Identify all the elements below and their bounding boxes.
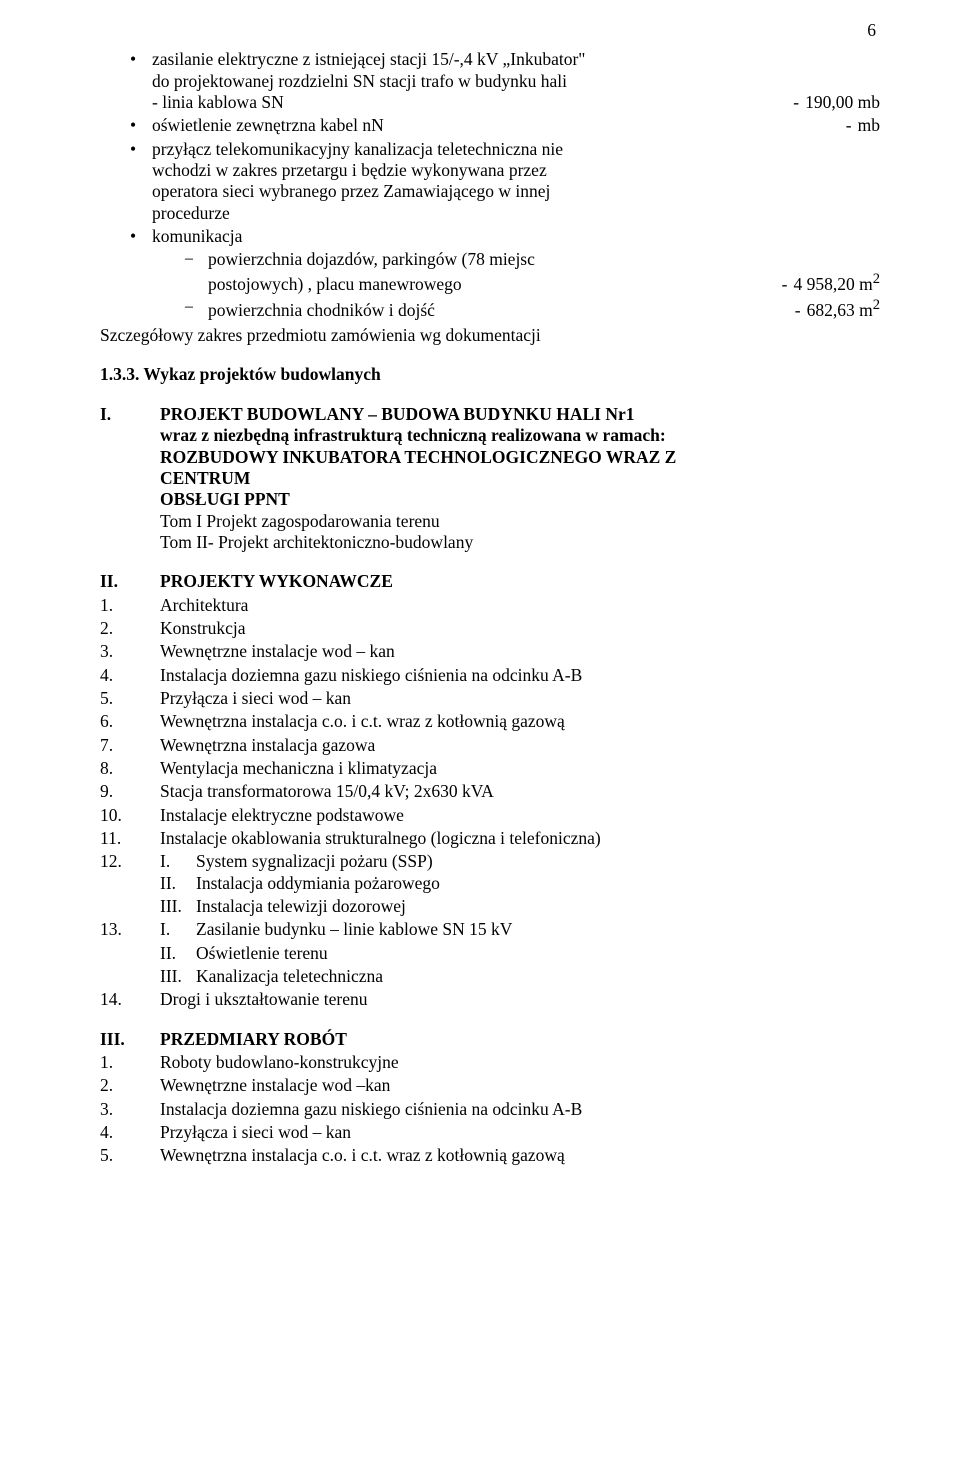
section-II-list-cont: 13. I.Zasilanie budynku – linie kablowe … <box>100 919 880 940</box>
section-III-list: 1.Roboty budowlano-konstrukcyjne 2.Wewnę… <box>100 1052 880 1167</box>
heading-line: wraz z niezbędną infrastrukturą technicz… <box>160 425 880 446</box>
heading-line: PROJEKTY WYKONAWCZE <box>160 571 880 592</box>
paragraph: Szczegółowy zakres przedmiotu zamówienia… <box>100 325 880 346</box>
heading-line: PRZEDMIARY ROBÓT <box>160 1029 880 1050</box>
text-line: powierzchnia chodników i dojść <box>208 300 435 321</box>
value: 4 958,20 m2 <box>793 271 880 295</box>
section-II-list: 1.Architektura 2.Konstrukcja 3.Wewnętrzn… <box>100 595 880 873</box>
list-item: 9.Stacja transformatorowa 15/0,4 kV; 2x6… <box>100 781 880 802</box>
heading-line: CENTRUM <box>160 468 880 489</box>
section-I: I. PROJEKT BUDOWLANY – BUDOWA BUDYNKU HA… <box>100 404 880 553</box>
list-item: 11.Instalacje okablowania strukturalnego… <box>100 828 880 849</box>
section-II-list-end: 14.Drogi i ukształtowanie terenu <box>100 989 880 1010</box>
text-line: oświetlenie zewnętrzna kabel nN <box>152 115 384 136</box>
inner-rn: I. <box>160 851 196 872</box>
section-heading: 1.3.3. Wykaz projektów budowlanych <box>100 364 880 385</box>
inner-rt: Zasilanie budynku – linie kablowe SN 15 … <box>196 919 512 939</box>
list-item: 2.Konstrukcja <box>100 618 880 639</box>
bullet-item: zasilanie elektryczne z istniejącej stac… <box>130 49 880 113</box>
dash: - <box>834 115 858 136</box>
list-item: 3.Wewnętrzne instalacje wod – kan <box>100 641 880 662</box>
roman-numeral: III. <box>100 1029 160 1050</box>
list-item: 12. I.System sygnalizacji pożaru (SSP) <box>100 851 880 872</box>
text-line: operatora sieci wybranego przez Zamawiaj… <box>152 181 880 202</box>
list-item: 1.Roboty budowlano-konstrukcyjne <box>100 1052 880 1073</box>
inner-rn: I. <box>160 919 196 940</box>
text-line: - linia kablowa SN <box>152 92 284 113</box>
bullet-item: komunikacja powierzchnia dojazdów, parki… <box>130 226 880 321</box>
value: mb <box>858 115 880 136</box>
text-line: przyłącz telekomunikacyjny kanalizacja t… <box>152 139 880 160</box>
list-item: 5.Wewnętrzna instalacja c.o. i c.t. wraz… <box>100 1145 880 1166</box>
section-III-header: III. PRZEDMIARY ROBÓT <box>100 1029 880 1050</box>
list-item: 4.Instalacja doziemna gazu niskiego ciśn… <box>100 665 880 686</box>
value: 190,00 mb <box>805 92 880 113</box>
heading-line: OBSŁUGI PPNT <box>160 489 880 510</box>
bullet-item: oświetlenie zewnętrzna kabel nN - mb <box>130 115 880 136</box>
text-line: wchodzi w zakres przetargu i będzie wyko… <box>152 160 880 181</box>
roman-numeral: II. <box>100 571 160 592</box>
sub-item: powierzchnia dojazdów, parkingów (78 mie… <box>184 249 880 295</box>
list-item: 6.Wewnętrzna instalacja c.o. i c.t. wraz… <box>100 711 880 732</box>
dash: - <box>783 300 807 321</box>
text-line: do projektowanej rozdzielni SN stacji tr… <box>152 71 880 92</box>
list-item: 10.Instalacje elektryczne podstawowe <box>100 805 880 826</box>
text-line: komunikacja <box>152 226 880 247</box>
text-line: postojowych) , placu manewrowego <box>208 274 462 295</box>
text-line: zasilanie elektryczne z istniejącej stac… <box>152 49 880 70</box>
list-item: 4.Przyłącza i sieci wod – kan <box>100 1122 880 1143</box>
sub-list: powierzchnia dojazdów, parkingów (78 mie… <box>184 249 880 321</box>
list-item: 1.Architektura <box>100 595 880 616</box>
inner-rt: System sygnalizacji pożaru (SSP) <box>196 851 433 871</box>
value: 682,63 m2 <box>807 297 880 321</box>
text-line: procedurze <box>152 203 880 224</box>
section-II-header: II. PROJEKTY WYKONAWCZE <box>100 571 880 592</box>
bullet-item: przyłącz telekomunikacyjny kanalizacja t… <box>130 139 880 224</box>
page-number: 6 <box>100 20 880 41</box>
heading-line: ROZBUDOWY INKUBATORA TECHNOLOGICZNEGO WR… <box>160 447 880 468</box>
list-item: 2.Wewnętrzne instalacje wod –kan <box>100 1075 880 1096</box>
text-line: Tom II- Projekt architektoniczno-budowla… <box>160 532 880 553</box>
inner-roman-list: II.Oświetlenie terenu III.Kanalizacja te… <box>160 943 880 988</box>
text-line: powierzchnia dojazdów, parkingów (78 mie… <box>208 249 880 270</box>
dash: - <box>770 274 794 295</box>
dash: - <box>781 92 805 113</box>
text-line: Tom I Projekt zagospodarowania terenu <box>160 511 880 532</box>
list-item: 14.Drogi i ukształtowanie terenu <box>100 989 880 1010</box>
roman-numeral: I. <box>100 404 160 553</box>
list-item: 7.Wewnętrzna instalacja gazowa <box>100 735 880 756</box>
list-item: 5.Przyłącza i sieci wod – kan <box>100 688 880 709</box>
list-item: 3.Instalacja doziemna gazu niskiego ciśn… <box>100 1099 880 1120</box>
sub-item: powierzchnia chodników i dojść - 682,63 … <box>184 297 880 321</box>
bullet-list: zasilanie elektryczne z istniejącej stac… <box>130 49 880 321</box>
heading-line: PROJEKT BUDOWLANY – BUDOWA BUDYNKU HALI … <box>160 404 880 425</box>
list-item: 8.Wentylacja mechaniczna i klimatyzacja <box>100 758 880 779</box>
inner-roman-list: II.Instalacja oddymiania pożarowego III.… <box>160 873 880 918</box>
list-item: 13. I.Zasilanie budynku – linie kablowe … <box>100 919 880 940</box>
